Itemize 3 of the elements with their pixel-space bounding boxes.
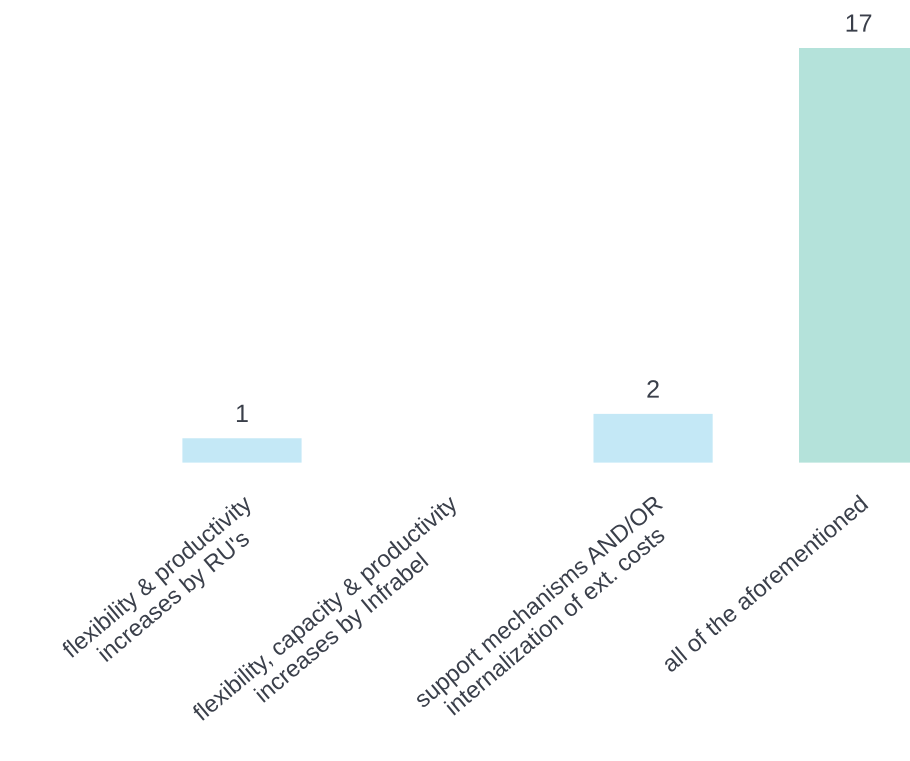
data-label: 1 bbox=[236, 404, 248, 422]
data-label: 2 bbox=[647, 380, 659, 398]
data-label: 17 bbox=[846, 14, 872, 32]
